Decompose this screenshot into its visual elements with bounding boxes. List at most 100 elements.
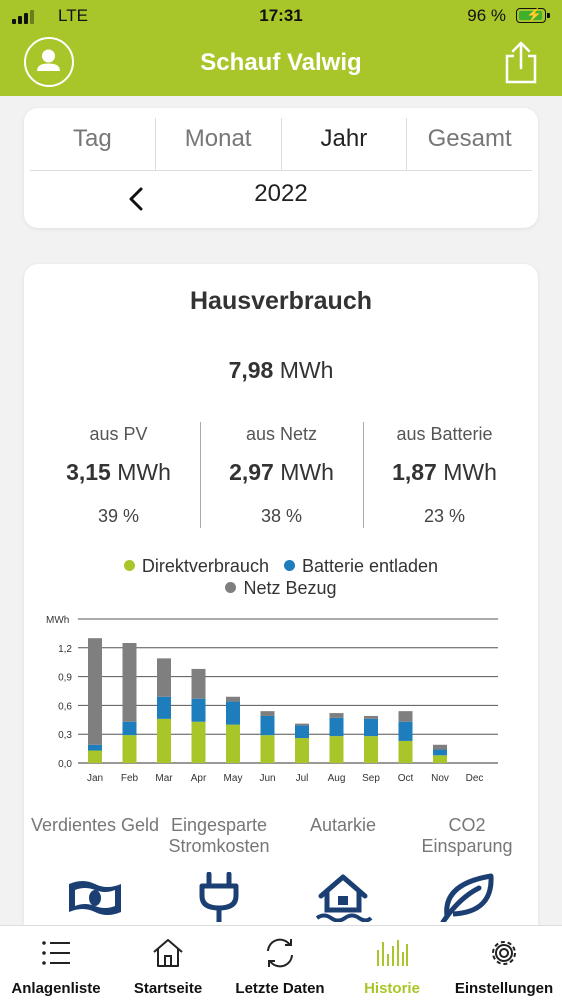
source-batterie: aus Batterie 1,87 MWh 23 %	[364, 422, 525, 528]
legend-item-batterie[interactable]: Batterie entladen	[283, 556, 438, 576]
divider	[363, 422, 364, 528]
page-title: Schauf Valwig	[200, 49, 362, 76]
x-tick-label: Feb	[121, 773, 139, 784]
x-tick-label: Nov	[431, 773, 449, 784]
nav-label: Historie	[364, 980, 420, 997]
chevron-left-icon[interactable]	[128, 186, 144, 212]
nav-label: Startseite	[133, 980, 203, 997]
legend-item-direktverbrauch[interactable]: Direktverbrauch	[123, 556, 269, 576]
x-tick-label: Sep	[362, 773, 380, 784]
source-label: aus Netz	[245, 424, 318, 444]
refresh-icon	[267, 938, 293, 968]
legend-swatch	[123, 560, 135, 571]
bar-segment	[329, 713, 344, 718]
nav-letzte-daten[interactable]: Letzte Daten	[224, 926, 336, 1000]
tab-tag[interactable]: Tag	[73, 125, 112, 152]
bar-segment	[329, 736, 344, 763]
x-tick-label: Jan	[87, 773, 103, 784]
y-tick-label: 0,3	[58, 730, 72, 741]
bar-segment	[122, 721, 137, 736]
x-tick-label: May	[224, 773, 243, 784]
x-tick-label: Dec	[466, 773, 484, 784]
bottom-navigation: Anlagenliste Startseite Letzte Daten His…	[0, 925, 562, 1000]
y-tick-label: 0,0	[58, 759, 72, 770]
kpi-eingesparte-stromkosten[interactable]: Eingesparte Stromkosten	[168, 815, 270, 856]
bar-segment	[433, 749, 447, 756]
x-tick-label: Apr	[191, 773, 207, 784]
y-tick-label: 0,6	[58, 701, 72, 712]
source-netz: aus Netz 2,97 MWh 38 %	[201, 422, 362, 528]
nav-historie[interactable]: Historie	[336, 926, 448, 1000]
total-value: 7,98	[228, 357, 274, 383]
tab-monat[interactable]: Monat	[184, 125, 252, 152]
bar-segment	[398, 711, 413, 722]
status-bar: LTE 17:31 96 % ⚡	[0, 0, 562, 32]
source-value: 3,15 MWh	[66, 459, 171, 485]
bar-segment	[191, 668, 206, 699]
bar-segment	[364, 718, 378, 737]
total-unit: MWh	[279, 357, 334, 383]
source-percent: 38 %	[260, 506, 303, 526]
period-tabs: Tag Monat Jahr Gesamt	[30, 118, 532, 170]
tab-gesamt[interactable]: Gesamt	[427, 125, 512, 152]
bar-segment	[260, 711, 275, 716]
bar-segment	[157, 718, 171, 763]
bar-segment	[295, 723, 309, 726]
battery-fill	[519, 11, 542, 20]
nav-label: Letzte Daten	[235, 980, 325, 997]
y-tick-label: 1,2	[58, 644, 72, 655]
kpi-verdientes-geld[interactable]: Verdientes Geld	[30, 815, 160, 835]
nav-label: Anlagenliste	[11, 980, 101, 997]
bar-segment	[433, 755, 447, 763]
x-tick-label: Mar	[155, 773, 173, 784]
bar-segment	[260, 715, 275, 736]
chart-legend-row2: Netz Bezug	[0, 578, 562, 599]
legend-item-netz[interactable]: Netz Bezug	[225, 578, 337, 598]
bar-segment	[122, 735, 137, 763]
legend-swatch	[225, 582, 237, 593]
bar-segment	[295, 738, 309, 763]
source-value: 1,87 MWh	[392, 459, 497, 485]
source-percent: 39 %	[97, 506, 140, 526]
share-icon[interactable]	[504, 40, 538, 84]
bar-segment	[157, 658, 171, 697]
bar-segment	[364, 715, 378, 719]
settings-icon	[492, 941, 516, 965]
bar-segment	[226, 696, 240, 702]
nav-anlagenliste[interactable]: Anlagenliste	[0, 926, 112, 1000]
source-percent: 23 %	[423, 506, 466, 526]
clock: 17:31	[259, 6, 303, 25]
x-tick-label: Oct	[398, 773, 414, 784]
list-icon	[42, 941, 70, 965]
kpi-autarkie[interactable]: Autarkie	[309, 815, 377, 835]
nav-label: Einstellungen	[454, 980, 554, 997]
x-tick-label: Jul	[296, 773, 309, 784]
signal-icon	[12, 8, 36, 24]
selected-year: 2022	[254, 180, 308, 207]
bar-segment	[433, 744, 447, 750]
y-axis-unit-label: MWh	[46, 615, 69, 626]
battery-percent: 96 %	[467, 6, 506, 25]
divider	[30, 170, 532, 171]
user-icon[interactable]	[24, 37, 74, 87]
plug-icon	[199, 872, 239, 922]
bar-segment	[398, 740, 413, 763]
nav-startseite[interactable]: Startseite	[112, 926, 224, 1000]
card-title: Hausverbrauch	[189, 287, 373, 315]
bar-segment	[226, 724, 240, 763]
consumption-card	[24, 264, 538, 944]
bar-segment	[88, 638, 102, 745]
bar-segment	[88, 750, 102, 763]
bar-segment	[122, 643, 137, 722]
bar-segment	[157, 696, 171, 719]
tab-jahr[interactable]: Jahr	[320, 125, 368, 152]
monthly-consumption-chart[interactable]: 0,0 0,3 0,6 0,9 1,2 MWh Jan Feb Mar Apr May Jun Jul A…	[0, 605, 562, 795]
app-bar: Schauf Valwig	[0, 32, 562, 96]
bar-segment	[329, 717, 344, 737]
nav-einstellungen[interactable]: Einstellungen	[448, 926, 560, 1000]
history-icon	[377, 940, 408, 966]
chart-legend: Direktverbrauch Batterie entladen	[0, 556, 562, 577]
bar-segment	[191, 721, 206, 763]
leaf-icon	[440, 873, 494, 922]
kpi-co2-einsparung[interactable]: CO2 Einsparung	[421, 815, 513, 856]
